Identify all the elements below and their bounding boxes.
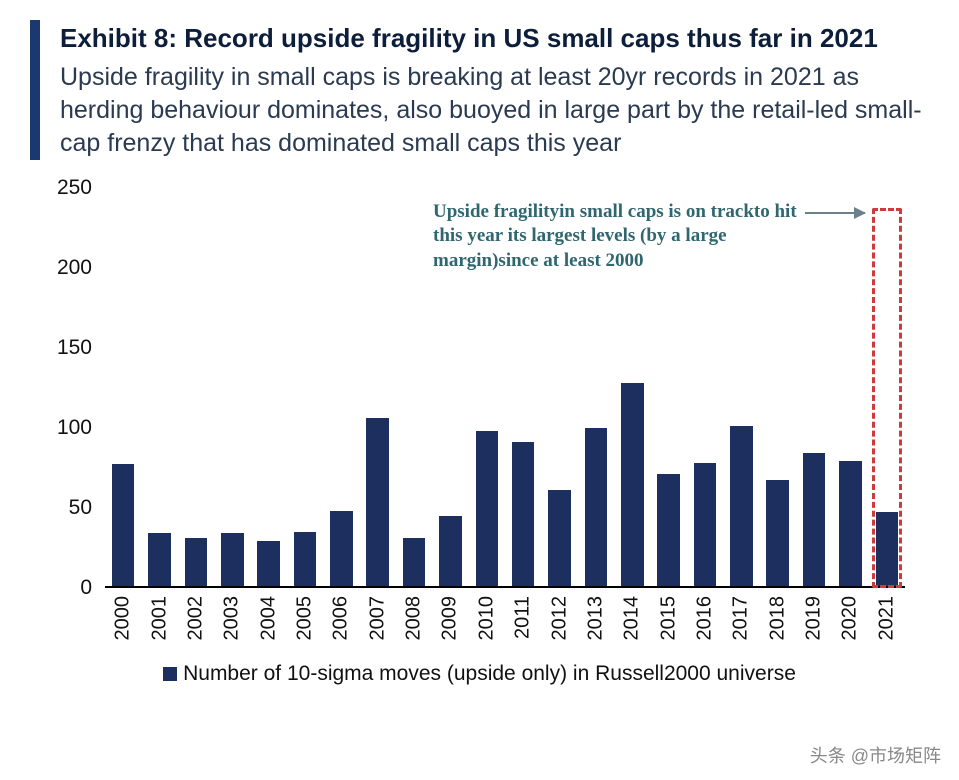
- x-tick: 2006: [330, 596, 353, 641]
- legend: Number of 10-sigma moves (upside only) i…: [30, 662, 929, 686]
- x-tick: 2003: [221, 596, 244, 641]
- x-tick: 2000: [112, 596, 135, 641]
- y-tick: 250: [57, 176, 92, 200]
- x-tick: 2005: [294, 596, 317, 641]
- bar: [366, 418, 389, 588]
- bar: [621, 383, 644, 588]
- x-tick: 2013: [584, 596, 607, 641]
- x-tick: 2016: [694, 596, 717, 641]
- highlight-box: [872, 208, 903, 587]
- bar: [112, 464, 135, 587]
- bar: [694, 463, 717, 588]
- x-tick: 2007: [366, 596, 389, 641]
- exhibit-title: Exhibit 8: Record upside fragility in US…: [60, 22, 929, 55]
- x-tick: 2010: [475, 596, 498, 641]
- bar: [148, 533, 171, 587]
- bar: [330, 511, 353, 588]
- bar: [476, 431, 499, 588]
- bar: [512, 442, 535, 588]
- x-tick: 2004: [257, 596, 280, 641]
- bar: [294, 532, 317, 588]
- x-tick: 2018: [766, 596, 789, 641]
- bar: [585, 428, 608, 588]
- bar: [439, 516, 462, 588]
- x-tick: 2015: [657, 596, 680, 641]
- bar: [221, 533, 244, 587]
- bar: [730, 426, 753, 588]
- y-tick: 50: [69, 496, 92, 520]
- bar-chart: 050100150200250 Upside fragilityin small…: [40, 188, 910, 648]
- x-tick: 2009: [439, 596, 462, 641]
- legend-label: Number of 10-sigma moves (upside only) i…: [183, 662, 796, 685]
- x-tick: 2012: [548, 596, 571, 641]
- exhibit-subtitle: Upside fragility in small caps is breaki…: [60, 61, 929, 160]
- y-tick: 200: [57, 256, 92, 280]
- bar: [185, 538, 208, 588]
- y-axis: 050100150200250: [40, 188, 100, 588]
- x-tick: 2011: [512, 596, 535, 639]
- bar: [548, 490, 571, 588]
- y-tick: 100: [57, 416, 92, 440]
- x-tick: 2020: [839, 596, 862, 641]
- y-tick: 150: [57, 336, 92, 360]
- x-tick: 2014: [621, 596, 644, 641]
- x-tick: 2008: [403, 596, 426, 641]
- x-tick: 2019: [803, 596, 826, 641]
- x-tick: 2017: [730, 596, 753, 641]
- x-tick: 2002: [184, 596, 207, 641]
- legend-swatch: [163, 667, 177, 681]
- plot-area: Upside fragilityin small caps is on trac…: [105, 188, 905, 588]
- bar: [657, 474, 680, 588]
- bar: [803, 453, 826, 587]
- watermark: 头条 @市场矩阵: [810, 742, 941, 768]
- y-tick: 0: [80, 576, 92, 600]
- x-axis-line: [105, 586, 905, 588]
- x-tick: 2021: [875, 596, 898, 641]
- annotation-text: Upside fragilityin small caps is on trac…: [433, 200, 801, 274]
- accent-bar: [30, 20, 40, 160]
- x-axis: 2000 2001 2002 2003 2004 2005 2006 2007 2008 2009…: [105, 592, 905, 648]
- bar: [766, 480, 789, 587]
- bar: [839, 461, 862, 587]
- bar: [257, 541, 280, 587]
- header-text: Exhibit 8: Record upside fragility in US…: [60, 20, 929, 160]
- header-block: Exhibit 8: Record upside fragility in US…: [30, 20, 929, 160]
- annotation-arrow: [805, 212, 865, 214]
- x-tick: 2001: [148, 596, 171, 641]
- bar: [403, 538, 426, 588]
